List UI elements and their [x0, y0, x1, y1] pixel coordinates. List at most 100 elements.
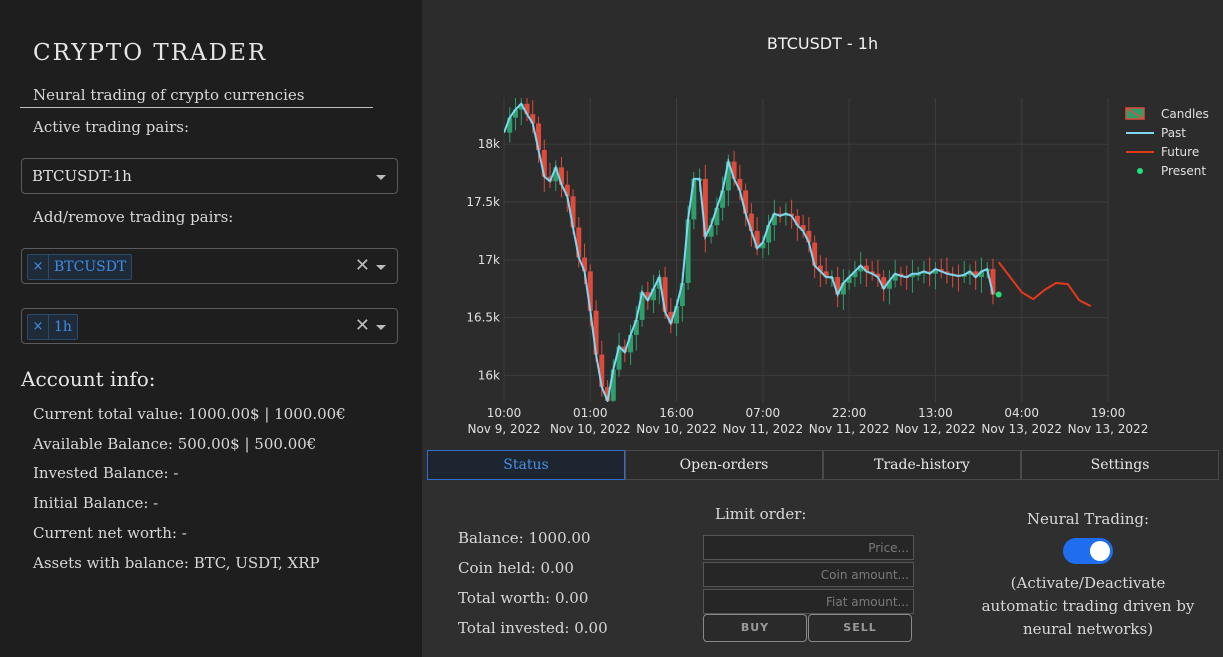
- x-tick-date: Nov 9, 2022: [467, 422, 540, 436]
- neural-trading-label: Neural Trading:: [1026, 510, 1150, 528]
- candle-body: [800, 225, 806, 231]
- candle-body: [944, 271, 950, 274]
- available-balance: Available Balance: 500.00$ | 500.00€: [33, 435, 317, 453]
- candle-body: [869, 271, 875, 274]
- chevron-down-icon[interactable]: [376, 265, 386, 270]
- y-tick-label: 18k: [478, 137, 500, 151]
- coin-amount-input[interactable]: [704, 563, 913, 586]
- x-tick-date: Nov 13, 2022: [981, 422, 1062, 436]
- subtitle-divider: [20, 107, 373, 108]
- tab-trade-history[interactable]: Trade-history: [823, 450, 1021, 480]
- buy-button[interactable]: BUY: [703, 614, 807, 642]
- present-point: [995, 291, 1002, 298]
- y-tick-label: 16k: [478, 368, 500, 382]
- tab-status[interactable]: Status: [427, 450, 625, 480]
- candle-body: [605, 386, 611, 401]
- candle-body: [553, 167, 559, 182]
- candle-body: [846, 277, 852, 283]
- neural-trading-toggle[interactable]: [1063, 538, 1113, 564]
- clear-icon[interactable]: ✕: [354, 255, 370, 276]
- candle-body: [679, 282, 685, 307]
- legend-label: Present: [1161, 164, 1206, 178]
- remove-tag-icon[interactable]: ×: [28, 315, 49, 339]
- x-tick-time: 16:00: [659, 406, 694, 420]
- plot-area: [504, 98, 1092, 402]
- coin-amount-field[interactable]: [703, 562, 914, 587]
- fiat-amount-input[interactable]: [704, 590, 913, 613]
- candle-body: [674, 306, 680, 324]
- candle-body: [835, 277, 841, 295]
- candle-body: [541, 150, 547, 177]
- candle-body: [662, 277, 668, 312]
- y-tick-label: 16.5k: [466, 311, 500, 325]
- candle-body: [651, 288, 657, 301]
- candle-body: [530, 114, 536, 124]
- candle-body: [536, 123, 542, 151]
- legend-dot-swatch: [1137, 168, 1143, 174]
- candle-body: [783, 213, 789, 216]
- remove-tag-icon[interactable]: ×: [28, 255, 49, 279]
- candle-body: [898, 273, 904, 277]
- y-tick-label: 17.5k: [466, 195, 500, 209]
- candle-body: [881, 277, 887, 289]
- x-tick-time: 19:00: [1091, 406, 1126, 420]
- interval-tag-label: 1h: [54, 319, 72, 335]
- price-chart[interactable]: 16k 16.5k 17k 17.5k 18k 10:00 Nov 9, 2022 01:00…: [422, 0, 1223, 450]
- candle-body: [990, 269, 996, 295]
- sell-button[interactable]: SELL: [808, 614, 912, 642]
- candle-body: [806, 230, 812, 243]
- chevron-down-icon[interactable]: [376, 175, 386, 180]
- clear-icon[interactable]: ✕: [354, 315, 370, 336]
- active-pair-value: BTCUSDT-1h: [32, 167, 132, 185]
- fiat-amount-field[interactable]: [703, 589, 914, 614]
- candle-body: [760, 242, 766, 249]
- price-field[interactable]: [703, 535, 914, 560]
- candle-body: [737, 178, 743, 191]
- candle-body: [720, 190, 726, 208]
- candle-body: [570, 196, 576, 228]
- chart-title: BTCUSDT - 1h: [766, 34, 879, 53]
- candle-body: [633, 319, 639, 335]
- candle-body: [858, 265, 864, 272]
- candle-body: [685, 219, 691, 283]
- tab-settings[interactable]: Settings: [1021, 450, 1219, 480]
- candle-body: [714, 207, 720, 226]
- candle-body: [852, 271, 858, 278]
- assets-with-balance: Assets with balance: BTC, USDT, XRP: [33, 554, 320, 572]
- pair-multiselect[interactable]: × BTCUSDT ✕: [21, 248, 398, 284]
- balance-text: Balance: 1000.00: [458, 529, 591, 547]
- chevron-down-icon[interactable]: [376, 325, 386, 330]
- interval-multiselect[interactable]: × 1h ✕: [21, 308, 398, 344]
- app-subtitle: Neural trading of crypto currencies: [33, 86, 305, 104]
- candle-body: [921, 271, 927, 274]
- candle-body: [909, 273, 915, 278]
- active-pair-dropdown[interactable]: BTCUSDT-1h: [21, 158, 398, 194]
- candle-body: [731, 161, 737, 179]
- candle-body: [599, 354, 605, 387]
- x-tick-date: Nov 10, 2022: [636, 422, 717, 436]
- candle-body: [743, 190, 749, 214]
- x-tick-time: 10:00: [487, 406, 522, 420]
- tab-open-orders[interactable]: Open-orders: [625, 450, 823, 480]
- candle-body: [823, 271, 829, 278]
- x-tick-time: 22:00: [832, 406, 867, 420]
- app-title: CRYPTO TRADER: [33, 40, 268, 66]
- add-remove-pairs-label: Add/remove trading pairs:: [33, 208, 234, 226]
- x-tick-date: Nov 10, 2022: [550, 422, 631, 436]
- candle-body: [593, 310, 599, 355]
- price-input[interactable]: [704, 536, 913, 559]
- main-panel: BTCUSDT - 1h 16k 16.5k 17k 17.5k 18k 10:00 Nov…: [422, 0, 1223, 657]
- candle-body: [771, 213, 777, 226]
- candle-body: [766, 225, 772, 243]
- past-series-line: [504, 102, 994, 402]
- candle-body: [708, 225, 714, 237]
- legend-candle-slash: [1125, 107, 1145, 120]
- x-tick-date: Nov 13, 2022: [1068, 422, 1149, 436]
- initial-balance: Initial Balance: -: [33, 494, 159, 512]
- future-series-line: [997, 261, 1092, 307]
- x-tick-time: 04:00: [1004, 406, 1039, 420]
- status-panel: Balance: 1000.00 Coin held: 0.00 Total w…: [422, 480, 1223, 657]
- invested-balance: Invested Balance: -: [33, 464, 179, 482]
- candle-body: [967, 271, 973, 275]
- candle-body: [576, 227, 582, 258]
